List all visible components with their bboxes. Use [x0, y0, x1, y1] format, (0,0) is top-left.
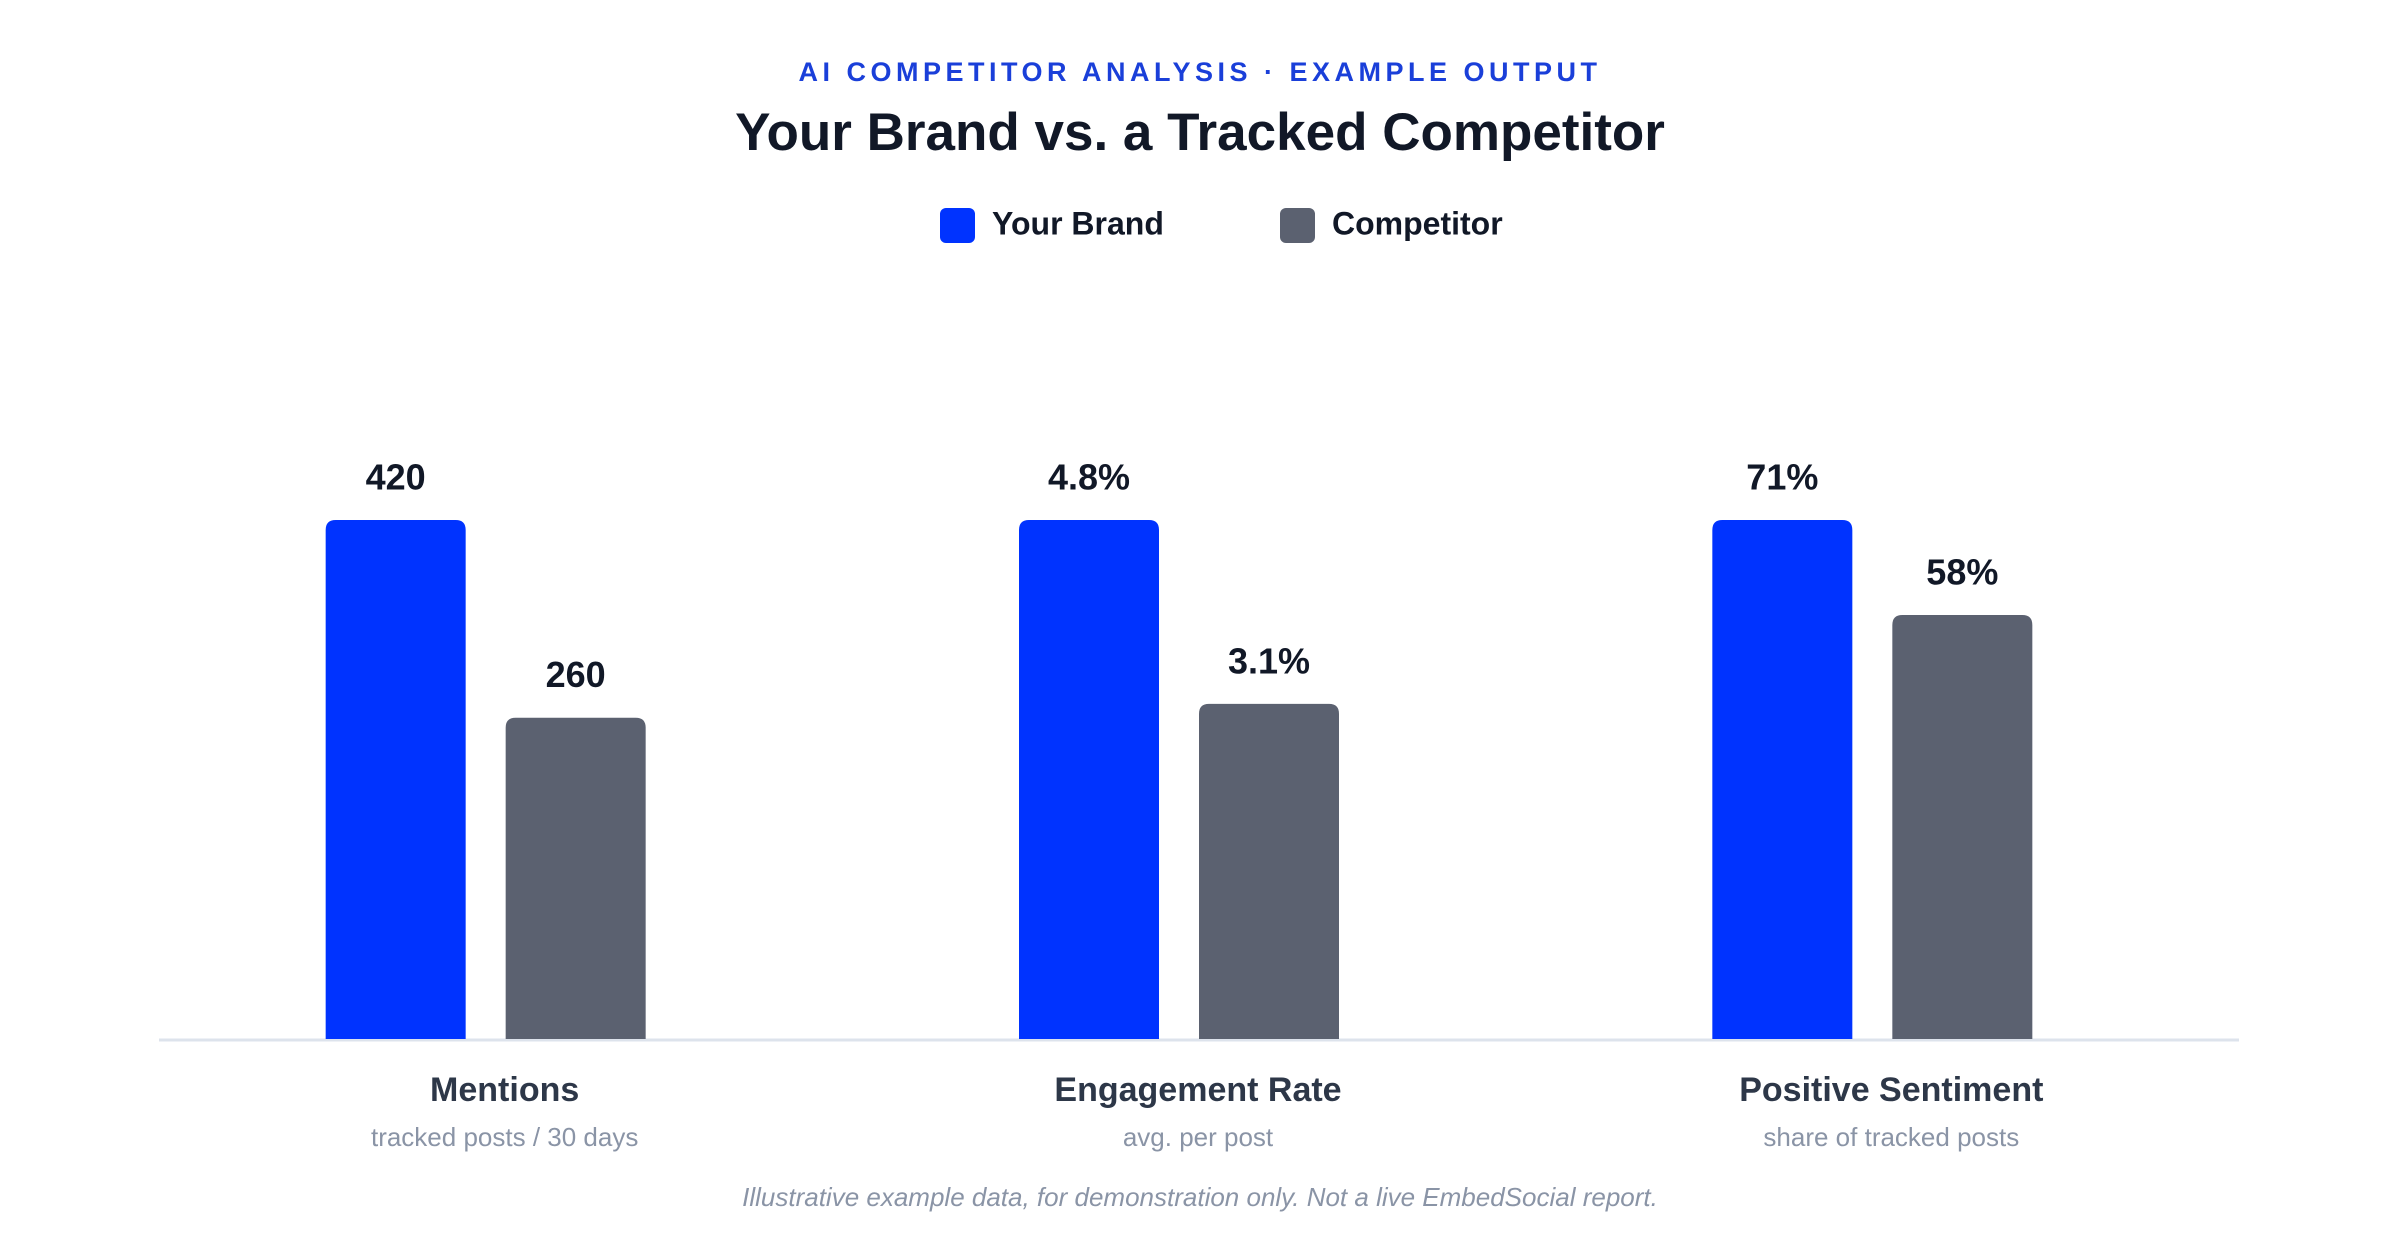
value-label: 3.1% [1228, 640, 1310, 681]
chart-supertitle: AI COMPETITOR ANALYSIS · EXAMPLE OUTPUT [798, 57, 1601, 87]
value-label: 4.8% [1048, 457, 1130, 498]
chart-title: Your Brand vs. a Tracked Competitor [735, 103, 1665, 162]
category-note: tracked posts / 30 days [371, 1122, 638, 1152]
value-label: 71% [1746, 457, 1818, 498]
bar [1019, 520, 1159, 1039]
legend-swatch [940, 208, 975, 243]
value-label: 58% [1926, 552, 1998, 593]
bar [1712, 520, 1853, 1039]
bar [1199, 703, 1339, 1039]
footnote: Illustrative example data, for demonstra… [742, 1182, 1658, 1212]
value-label: 420 [366, 457, 426, 498]
category-label: Engagement Rate [1054, 1071, 1341, 1109]
legend-label: Competitor [1332, 205, 1503, 241]
legend-swatch [1280, 208, 1315, 243]
category-label: Mentions [430, 1071, 579, 1109]
category-note: avg. per post [1123, 1122, 1274, 1152]
value-label: 260 [546, 654, 606, 695]
category-note: share of tracked posts [1763, 1122, 2019, 1152]
category-label: Positive Sentiment [1739, 1071, 2043, 1109]
bar [325, 520, 466, 1039]
bar [505, 717, 646, 1039]
bar [1892, 615, 2033, 1039]
legend-label: Your Brand [992, 205, 1164, 241]
